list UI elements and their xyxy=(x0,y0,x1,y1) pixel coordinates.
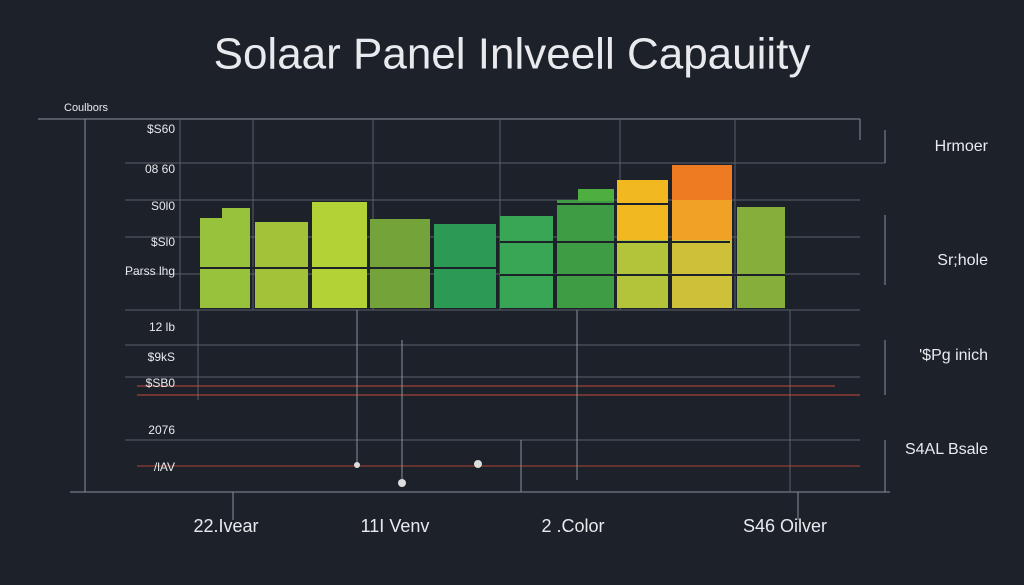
right-brackets xyxy=(859,119,886,492)
x-label: 11I Venv xyxy=(361,516,430,536)
title: Solaar Panel Inlveell Capauiity xyxy=(214,30,811,79)
y-label: Parss lhg xyxy=(125,264,175,278)
corner-label: Coulbors xyxy=(64,102,109,114)
x-label: 2 .Color xyxy=(541,516,604,536)
right-label: Hrmoer xyxy=(935,138,989,155)
right-labels: Hrmoer Sr;hole '$Pg inich S4AL Bsale xyxy=(905,138,989,458)
x-label: 22.Ivear xyxy=(193,516,258,536)
y-label: $S60 xyxy=(147,122,175,136)
right-label: Sr;hole xyxy=(937,252,988,269)
y-label: 2076 xyxy=(148,423,175,437)
y-label: $9kS xyxy=(148,350,175,364)
y-label: $SB0 xyxy=(146,376,176,390)
right-label: '$Pg inich xyxy=(919,347,988,364)
x-label: S46 Oilver xyxy=(743,516,827,536)
y-label: 08 60 xyxy=(145,162,175,176)
y-label: /lAV xyxy=(154,460,175,474)
points xyxy=(354,460,482,487)
bars xyxy=(200,165,785,308)
right-label: S4AL Bsale xyxy=(905,441,988,458)
y-label: $Sl0 xyxy=(151,235,175,249)
grid xyxy=(38,118,890,520)
y-label: S0l0 xyxy=(151,199,175,213)
y-labels: $S60 08 60 S0l0 $Sl0 Parss lhg 12 lb $9kS $SB0 2… xyxy=(125,122,175,474)
x-labels: 22.Ivear 11I Venv 2 .Color S46 Oilver xyxy=(193,516,827,536)
y-label: 12 lb xyxy=(149,320,175,334)
